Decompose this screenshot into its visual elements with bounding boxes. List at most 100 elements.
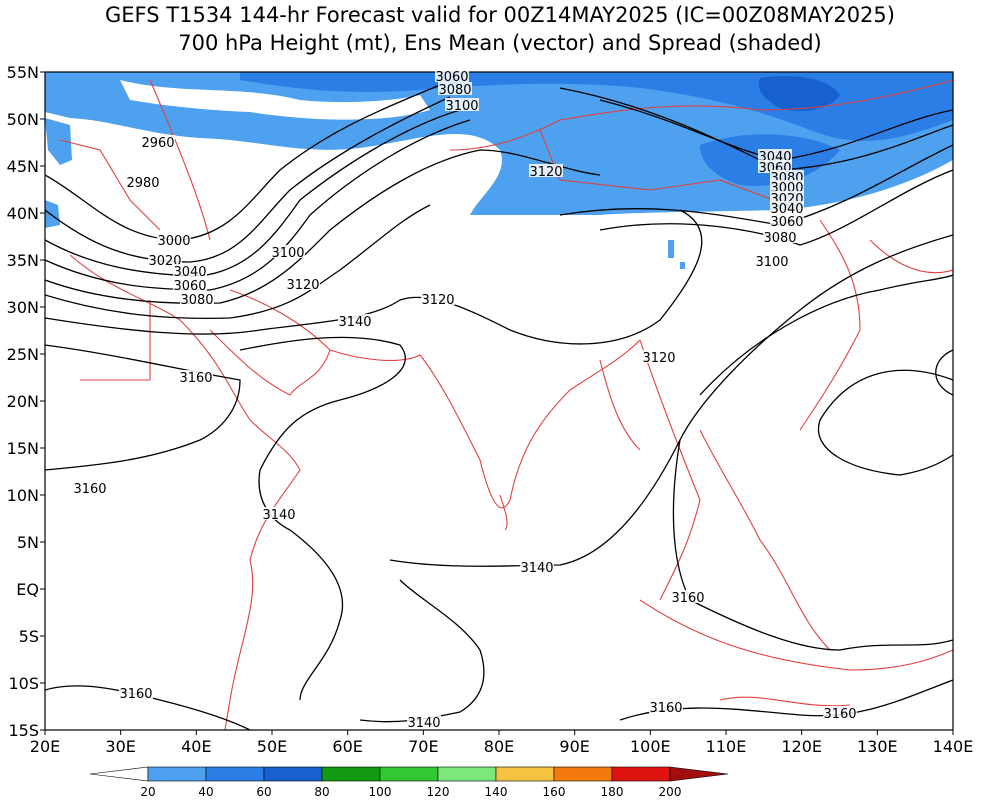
contour-label: 3060 [770,215,803,230]
contour-label: 3080 [180,293,213,308]
contour-label-bg [141,135,175,148]
colorbar-segment [611,766,671,782]
colorbar-label: 120 [427,785,450,799]
title: GEFS T1534 144-hr Forecast valid for 00Z… [105,3,895,27]
map-area [45,72,953,730]
contour-label-bg [126,175,160,188]
colorbar-label: 80 [314,785,329,799]
lat-label: EQ [16,580,39,599]
contour-label-bg [157,233,191,246]
lon-label: 140E [933,737,974,756]
colorbar-label: 160 [543,785,566,799]
colorbar-label: 60 [256,785,271,799]
contour-label-bg [286,277,320,290]
lon-label: 110E [706,737,747,756]
contour-label: 3160 [119,687,152,702]
contour-label-bg [119,686,153,699]
spread-shading [758,75,840,112]
contour-label: 3120 [421,293,454,308]
colorbar-over [669,766,729,782]
lat-label: 5N [17,533,39,552]
contour-label-bg [271,245,305,258]
lat-label: 30N [7,298,39,317]
colorbar-segment [495,766,555,782]
contour-label: 3100 [755,255,788,270]
lon-label: 30E [105,737,135,756]
lon-label: 40E [181,737,211,756]
contour-label-bg [823,706,857,719]
spread-shading [45,200,60,228]
lat-label: 45N [7,157,39,176]
contour-label-bg [407,715,441,728]
contour-label-bg [770,180,804,193]
contour-label: 3060 [173,279,206,294]
contour-label-bg [338,314,372,327]
lon-label: 100E [630,737,671,756]
contour-label: 3040 [173,265,206,280]
contour-label-bg [520,560,554,573]
lon-label: 130E [857,737,898,756]
contour-label-bg [73,481,107,494]
contour-label-bg [435,69,469,82]
spread-gap [120,80,430,120]
contour-label-bg [438,82,472,95]
contour-label: 3160 [73,482,106,497]
colorbar-segment [379,766,439,782]
contour-label-bg [755,254,789,267]
contour-label: 3080 [438,83,471,98]
lat-label: 10S [8,674,39,693]
contour-label: 3140 [338,315,371,330]
spread-shading [45,118,72,165]
contour-label: 3040 [770,202,803,217]
subtitle: 700 hPa Height (mt), Ens Mean (vector) a… [178,31,822,55]
spread-shading [668,240,685,269]
contour-label: 3160 [649,701,682,716]
colorbar-segment [553,766,613,782]
lat-label: 25N [7,345,39,364]
contour-label: 3120 [642,351,675,366]
lat-label: 55N [7,63,39,82]
contour-label-bg [421,292,455,305]
contour-label-bg [179,370,213,383]
contour-label: 2960 [141,136,174,151]
colorbar-label: 100 [369,785,392,799]
colorbar-label: 40 [198,785,213,799]
contour-label-bg [262,507,296,520]
colorbar-segment [263,766,323,782]
contour-label: 3160 [179,371,212,386]
contour-label-bg [770,201,804,214]
lon-label: 70E [408,737,438,756]
colorbar-label: 200 [659,785,682,799]
contour-label-bg [649,700,683,713]
lon-label: 90E [559,737,589,756]
colorbar-label: 180 [601,785,624,799]
coastline [59,79,953,730]
colorbar-segment [321,766,381,782]
colorbar-segment [147,766,207,782]
contour-label-bg [770,214,804,227]
colorbar-label: 20 [140,785,155,799]
contour-label-bg [173,264,207,277]
lon-label: 80E [484,737,514,756]
contour-label-bg [770,170,804,183]
lat-label: 20N [7,392,39,411]
contour-label: 3100 [445,99,478,114]
contour-label: 3160 [671,591,704,606]
colorbar-label: 140 [485,785,508,799]
contour-label: 3160 [823,707,856,722]
contour-label-bg [758,149,792,162]
lat-label: 15N [7,439,39,458]
contour-label: 3120 [529,165,562,180]
contour-label-bg [758,160,792,173]
lat-label: 15S [8,721,39,740]
contour-label-bg [642,350,676,363]
lon-label: 20E [30,737,60,756]
contour-label-bg [770,191,804,204]
contour-label-bg [148,253,182,266]
colorbar-segment [437,766,497,782]
contour-label: 3120 [286,278,319,293]
lon-label: 60E [332,737,362,756]
contour-label: 3140 [262,508,295,523]
